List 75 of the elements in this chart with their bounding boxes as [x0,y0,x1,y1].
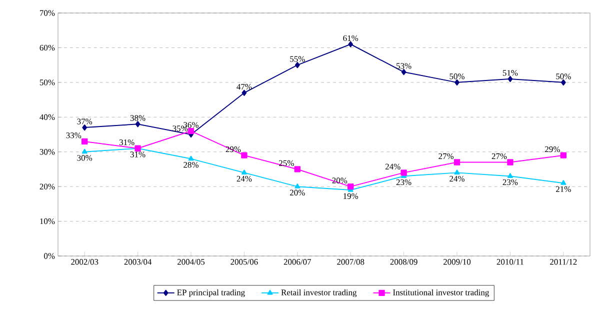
y-tick-label: 50% [40,80,55,86]
point [241,170,247,174]
data-label: 38% [130,115,146,121]
x-tick-label: 2004/05 [178,259,205,265]
data-label: 47% [236,84,252,90]
data-label: 36% [184,122,198,128]
point [241,152,248,158]
point [454,159,460,166]
y-tick-label: 10% [40,218,55,224]
x-tick-label: 2005/06 [230,259,258,265]
data-label: 33% [66,132,82,138]
x-tick-label: 2007/08 [337,259,364,265]
data-label: 24% [450,176,464,182]
point [507,173,513,178]
point [188,128,194,134]
data-label: 31% [130,152,146,158]
y-tick-label: 60% [40,44,55,51]
point [401,68,406,76]
point [400,170,407,176]
point [242,90,247,96]
data-label: 24% [236,176,252,182]
point [82,124,88,131]
point [454,79,460,86]
legend-label: EP principal trading [177,289,245,298]
data-label: 31% [119,139,134,146]
data-label: 53% [396,63,412,69]
data-label: 28% [184,162,198,168]
y-tick-label: 30% [40,148,55,155]
y-tick-label: 40% [40,114,55,120]
data-label: 50% [556,74,571,80]
data-label: 61% [343,35,358,42]
data-label: 55% [290,56,305,62]
point [348,183,354,190]
data-label: 51% [502,70,518,76]
point [348,41,354,48]
x-tick-label: 2003/04 [124,259,152,265]
x-tick-label: 2008/09 [390,259,418,265]
data-label: 24% [385,164,400,170]
point [508,76,513,82]
data-label: 27% [438,153,454,160]
point [560,152,566,158]
data-label: 20% [332,178,348,184]
data-label: 23% [396,179,412,186]
point [135,120,140,128]
point [507,159,514,166]
point [188,156,194,161]
x-tick-label: 2009/10 [444,259,471,265]
data-label: 30% [77,155,92,161]
x-tick-label: 2002/03 [71,259,98,265]
data-label: 19% [344,193,358,199]
x-tick-label: 2006/07 [284,259,312,265]
data-label: 20% [290,190,305,196]
data-label: 37% [77,118,92,124]
data-label: 23% [502,179,518,186]
y-tick-label: 70% [40,10,55,16]
data-label: 50% [450,74,464,80]
point [294,62,300,68]
point [82,148,88,154]
x-tick-label: 2010/11 [496,259,524,265]
x-tick-label: 2011/12 [550,259,577,265]
data-label: 29% [545,146,560,152]
point [294,183,300,188]
y-tick-label: 0% [44,253,55,259]
point [560,79,566,86]
point [454,170,460,174]
data-label: 27% [492,153,507,160]
data-label: 35% [172,126,188,132]
legend-label: Retail investor trading [281,289,357,298]
legend-label: Institutional investor trading [393,289,490,298]
y-tick-label: 20% [40,184,55,190]
point [82,138,88,145]
data-label: 25% [279,160,294,166]
data-label: 21% [556,186,571,192]
point [294,166,300,172]
point [560,180,566,185]
